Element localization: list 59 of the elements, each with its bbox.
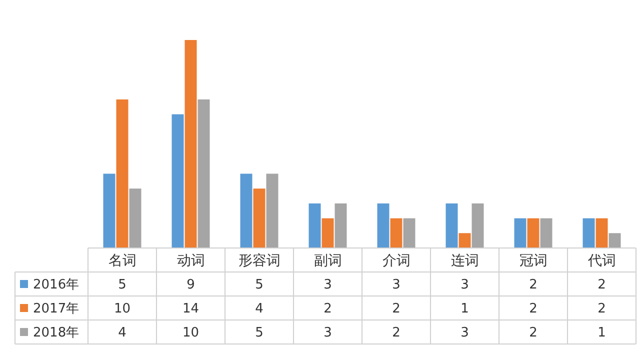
data-label: 10 [182,326,200,341]
x-tick-label: 冠词 [519,252,548,269]
x-tick-label: 连词 [450,252,479,269]
bar [472,203,484,248]
bar [266,174,278,248]
data-label: 2 [324,302,332,317]
bar [446,203,458,248]
bar [240,174,252,248]
data-label: 2 [529,278,538,293]
x-tick-label: 动词 [176,252,205,269]
data-label: 5 [118,278,126,293]
bar [308,203,321,248]
bar [253,188,266,248]
data-label: 2 [598,302,606,317]
data-label: 1 [598,326,606,341]
data-label: 4 [118,326,126,341]
data-label: 2 [529,302,538,317]
data-label: 2 [392,302,400,317]
bar [116,99,128,248]
bar [198,99,210,248]
bar [172,114,184,248]
data-label: 10 [114,302,131,317]
data-label: 5 [255,278,264,293]
data-label: 5 [255,326,264,341]
bar [377,203,390,248]
x-tick-label: 代词 [586,252,616,269]
data-label: 2 [598,278,606,293]
x-tick-label: 副词 [314,252,342,269]
bar [129,188,142,248]
bar [390,218,402,248]
data-label: 4 [255,302,264,317]
data-label: 3 [460,278,469,293]
bar [184,40,197,248]
data-label: 14 [182,302,200,317]
bar [322,218,334,248]
bar [608,233,621,248]
data-label: 3 [460,326,469,341]
data-label: 3 [392,278,400,293]
x-tick-label: 名词 [108,252,136,269]
bar [103,174,116,248]
data-label: 2 [392,326,400,341]
data-label: 3 [324,326,332,341]
bar [596,218,608,248]
bar [527,218,540,248]
data-label: 9 [186,278,195,293]
bar [403,218,416,248]
x-tick-label: 介词 [382,252,410,269]
bar [514,218,526,248]
legend-label: 2016年 [33,278,80,293]
data-label: 1 [460,302,469,317]
x-tick-label: 形容词 [238,252,280,269]
legend-label: 2017年 [33,302,80,317]
data-label: 2 [529,326,538,341]
bar [582,218,595,248]
bar [540,218,552,248]
data-label: 3 [324,278,332,293]
bar [458,233,471,248]
legend-label: 2018年 [33,326,80,341]
bar [334,203,347,248]
